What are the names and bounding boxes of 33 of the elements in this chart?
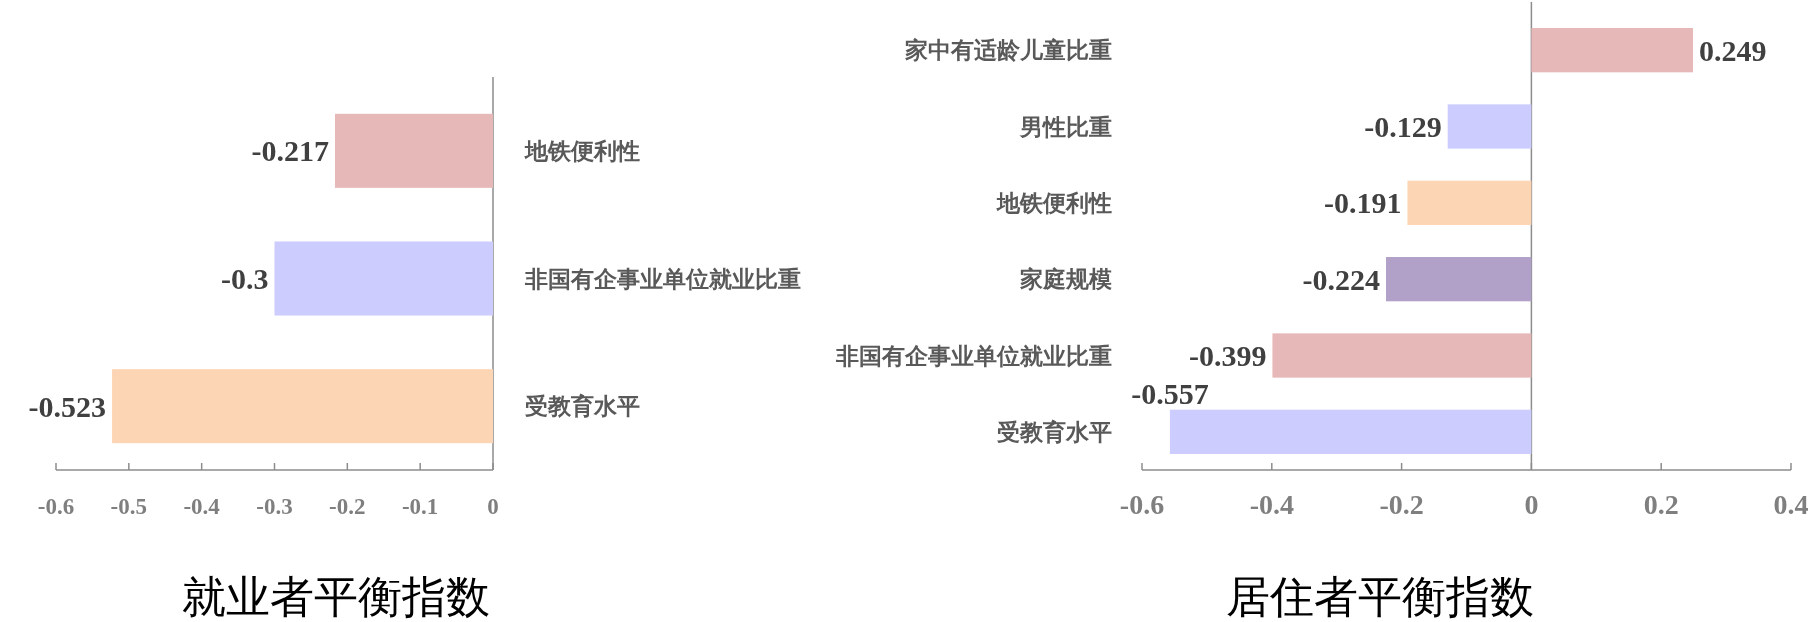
- x-tick-label: -0.6: [37, 494, 75, 519]
- data-label: -0.191: [1323, 186, 1402, 220]
- y-tick-label: 受教育水平: [997, 418, 1112, 445]
- data-label: -0.557: [1131, 376, 1209, 410]
- data-label: 0.249: [1699, 33, 1767, 67]
- data-label: -0.217: [251, 134, 329, 168]
- x-tick-label: -0.4: [1249, 489, 1294, 520]
- data-label: -0.224: [1302, 262, 1381, 296]
- x-tick-label: -0.2: [1379, 489, 1424, 520]
- data-label: -0.523: [28, 389, 107, 423]
- data-label: -0.129: [1364, 110, 1442, 143]
- y-tick-label: 地铁便利性: [524, 137, 640, 164]
- y-tick-label: 受教育水平: [525, 393, 640, 420]
- y-tick-label: 男性比重: [1019, 113, 1112, 140]
- x-tick-label: -0.5: [110, 494, 148, 519]
- y-tick-label: 非国有企事业单位就业比重: [524, 265, 801, 292]
- x-tick-label: 0: [1524, 489, 1539, 520]
- x-axis-title: 就业者平衡指数: [182, 572, 490, 621]
- y-tick-label: 家庭规模: [1019, 266, 1112, 293]
- data-label: -0.3: [221, 262, 269, 295]
- y-tick-label: 地铁便利性: [996, 189, 1112, 216]
- x-tick-label: -0.2: [329, 494, 366, 519]
- data-label: -0.399: [1188, 339, 1267, 372]
- y-tick-label: 非国有企事业单位就业比重: [835, 342, 1112, 369]
- x-tick-label: 0: [487, 494, 499, 519]
- x-tick-label: -0.3: [256, 494, 293, 519]
- x-tick-label: 0.2: [1643, 489, 1679, 520]
- x-tick-label: -0.1: [401, 494, 439, 519]
- x-tick-label: -0.6: [1119, 489, 1165, 520]
- y-tick-label: 家中有适龄儿童比重: [904, 37, 1112, 64]
- x-axis-title: 居住者平衡指数: [1226, 572, 1534, 621]
- x-tick-label: 0.4: [1773, 489, 1809, 520]
- x-tick-label: -0.4: [183, 494, 221, 519]
